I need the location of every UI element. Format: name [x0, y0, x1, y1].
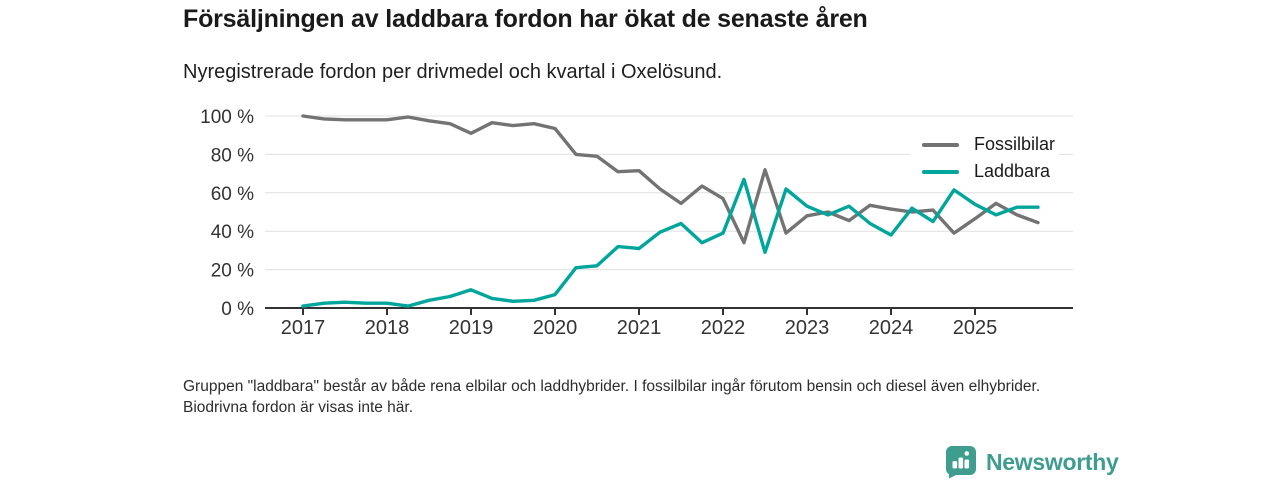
- legend-label: Fossilbilar: [974, 134, 1056, 154]
- x-tick-label: 2025: [953, 317, 998, 339]
- fossilbilar-line-swatch: [922, 142, 959, 147]
- x-tick-label: 2020: [533, 317, 578, 339]
- y-axis-labels: 0 % 20 % 40 % 60 % 80 % 100 %: [200, 107, 254, 320]
- x-tick-label: 2024: [869, 317, 914, 339]
- newsworthy-icon: [946, 446, 976, 479]
- x-tick-label: 2022: [701, 317, 746, 339]
- x-tick-label: 2018: [365, 317, 410, 339]
- x-tick-label: 2017: [281, 317, 326, 339]
- newsworthy-wordmark: Newsworthy: [986, 448, 1119, 475]
- x-tick-label: 2021: [617, 317, 662, 339]
- chart-footnote: Gruppen "laddbara" består av både rena e…: [183, 378, 1041, 416]
- y-tick-label: 20 %: [211, 261, 254, 282]
- x-tick-label: 2023: [785, 317, 830, 339]
- chart-legend: Fossilbilar Laddbara: [910, 129, 1060, 187]
- y-tick-label: 60 %: [211, 184, 254, 205]
- chart-subtitle: Nyregistrerade fordon per drivmedel och …: [183, 61, 723, 83]
- y-tick-label: 80 %: [211, 145, 254, 166]
- x-axis: 2017 2018 2019 2020 2021 2022 2023 2024 2025: [265, 307, 1073, 339]
- y-tick-label: 0 %: [221, 299, 254, 320]
- legend-item-fossilbilar: Fossilbilar: [922, 131, 1055, 158]
- y-tick-label: 100 %: [200, 107, 254, 128]
- legend-item-laddbara: Laddbara: [922, 158, 1055, 185]
- page-title: Försäljningen av laddbara fordon har öka…: [183, 5, 868, 33]
- legend-label: Laddbara: [974, 161, 1051, 181]
- y-tick-label: 40 %: [211, 222, 254, 243]
- x-tick-label: 2019: [449, 317, 494, 339]
- laddbara-line: [301, 177, 1040, 308]
- laddbara-line-swatch: [922, 169, 959, 174]
- newsworthy-logo[interactable]: Newsworthy: [944, 445, 1119, 479]
